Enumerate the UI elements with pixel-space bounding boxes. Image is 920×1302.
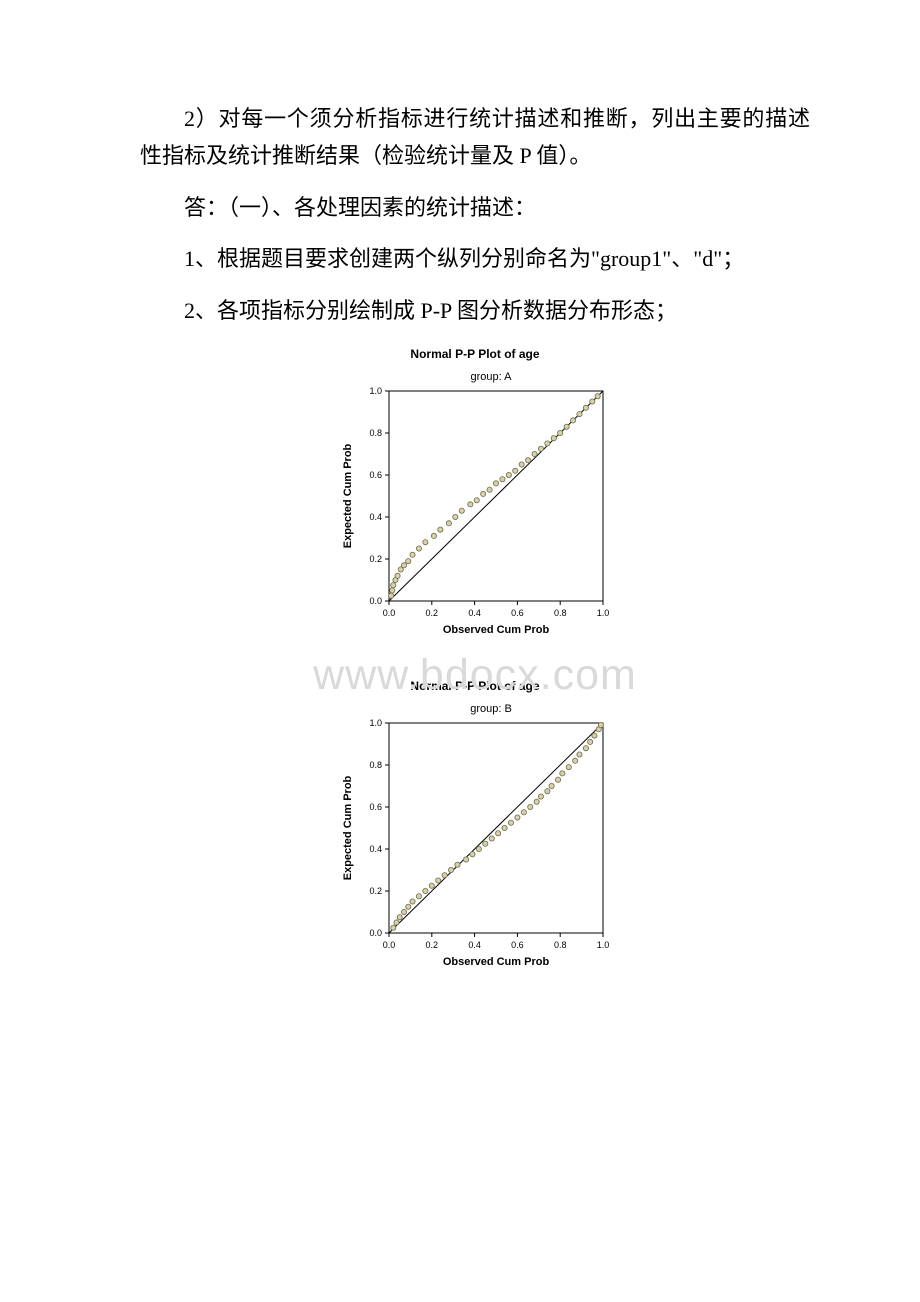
svg-text:Observed Cum Prob: Observed Cum Prob xyxy=(443,624,550,636)
svg-text:0.8: 0.8 xyxy=(369,428,382,438)
svg-text:0.0: 0.0 xyxy=(383,940,396,950)
chart-subtitle-b: group: B xyxy=(355,703,595,715)
svg-text:0.8: 0.8 xyxy=(554,940,567,950)
svg-text:0.8: 0.8 xyxy=(554,608,567,618)
svg-text:0.6: 0.6 xyxy=(369,470,382,480)
svg-text:0.4: 0.4 xyxy=(369,844,382,854)
chart-title-b: Normal P-P Plot of age xyxy=(410,679,539,693)
pp-plot-group-b: Normal P-P Plot of age group: B 0.00.00.… xyxy=(335,679,615,977)
svg-text:0.6: 0.6 xyxy=(511,608,524,618)
svg-text:0.6: 0.6 xyxy=(369,802,382,812)
svg-text:0.4: 0.4 xyxy=(468,608,481,618)
pp-plot-svg-b: 0.00.0 0.2 0.2 0.4 0.4 0.6 0.6 0.8 0.8 1.0 1.0 Obse… xyxy=(335,717,615,977)
paragraph-3: 1、根据题目要求创建两个纵列分别命名为"group1"、"d"； xyxy=(140,240,810,277)
svg-text:0.2: 0.2 xyxy=(369,554,382,564)
svg-text:Expected Cum Prob: Expected Cum Prob xyxy=(342,775,354,880)
svg-text:1.0: 1.0 xyxy=(597,940,610,950)
svg-text:Expected Cum Prob: Expected Cum Prob xyxy=(342,443,354,548)
svg-text:0.6: 0.6 xyxy=(511,940,524,950)
svg-text:0.0: 0.0 xyxy=(383,608,396,618)
pp-plot-svg-a: 0.00.0 0.2 0.2 0.4 0.4 0.6 0.6 0.8 0.8 1.0 1.0 Obse… xyxy=(335,385,615,645)
svg-text:1.0: 1.0 xyxy=(597,608,610,618)
svg-text:Observed Cum Prob: Observed Cum Prob xyxy=(443,956,550,968)
chart-subtitle-a: group: A xyxy=(355,371,595,383)
svg-text:1.0: 1.0 xyxy=(369,718,382,728)
svg-text:0.4: 0.4 xyxy=(369,512,382,522)
chart-title-a: Normal P-P Plot of age xyxy=(410,347,539,361)
pp-plot-group-a: Normal P-P Plot of age group: A 0.00.00.… xyxy=(335,347,615,645)
svg-text:0.2: 0.2 xyxy=(426,940,439,950)
svg-text:0.2: 0.2 xyxy=(426,608,439,618)
svg-text:0.0: 0.0 xyxy=(369,596,382,606)
svg-text:1.0: 1.0 xyxy=(369,386,382,396)
svg-text:0.0: 0.0 xyxy=(369,928,382,938)
svg-text:0.2: 0.2 xyxy=(369,886,382,896)
charts-container: www.bdocx.com Normal P-P Plot of age gro… xyxy=(140,347,810,977)
svg-text:0.4: 0.4 xyxy=(468,940,481,950)
svg-text:0.8: 0.8 xyxy=(369,760,382,770)
paragraph-2: 答：（一）、各处理因素的统计描述： xyxy=(140,189,810,226)
paragraph-1: 2）对每一个须分析指标进行统计描述和推断，列出主要的描述性指标及统计推断结果（检… xyxy=(140,100,810,175)
paragraph-4: 2、各项指标分别绘制成 P-P 图分析数据分布形态； xyxy=(140,292,810,329)
